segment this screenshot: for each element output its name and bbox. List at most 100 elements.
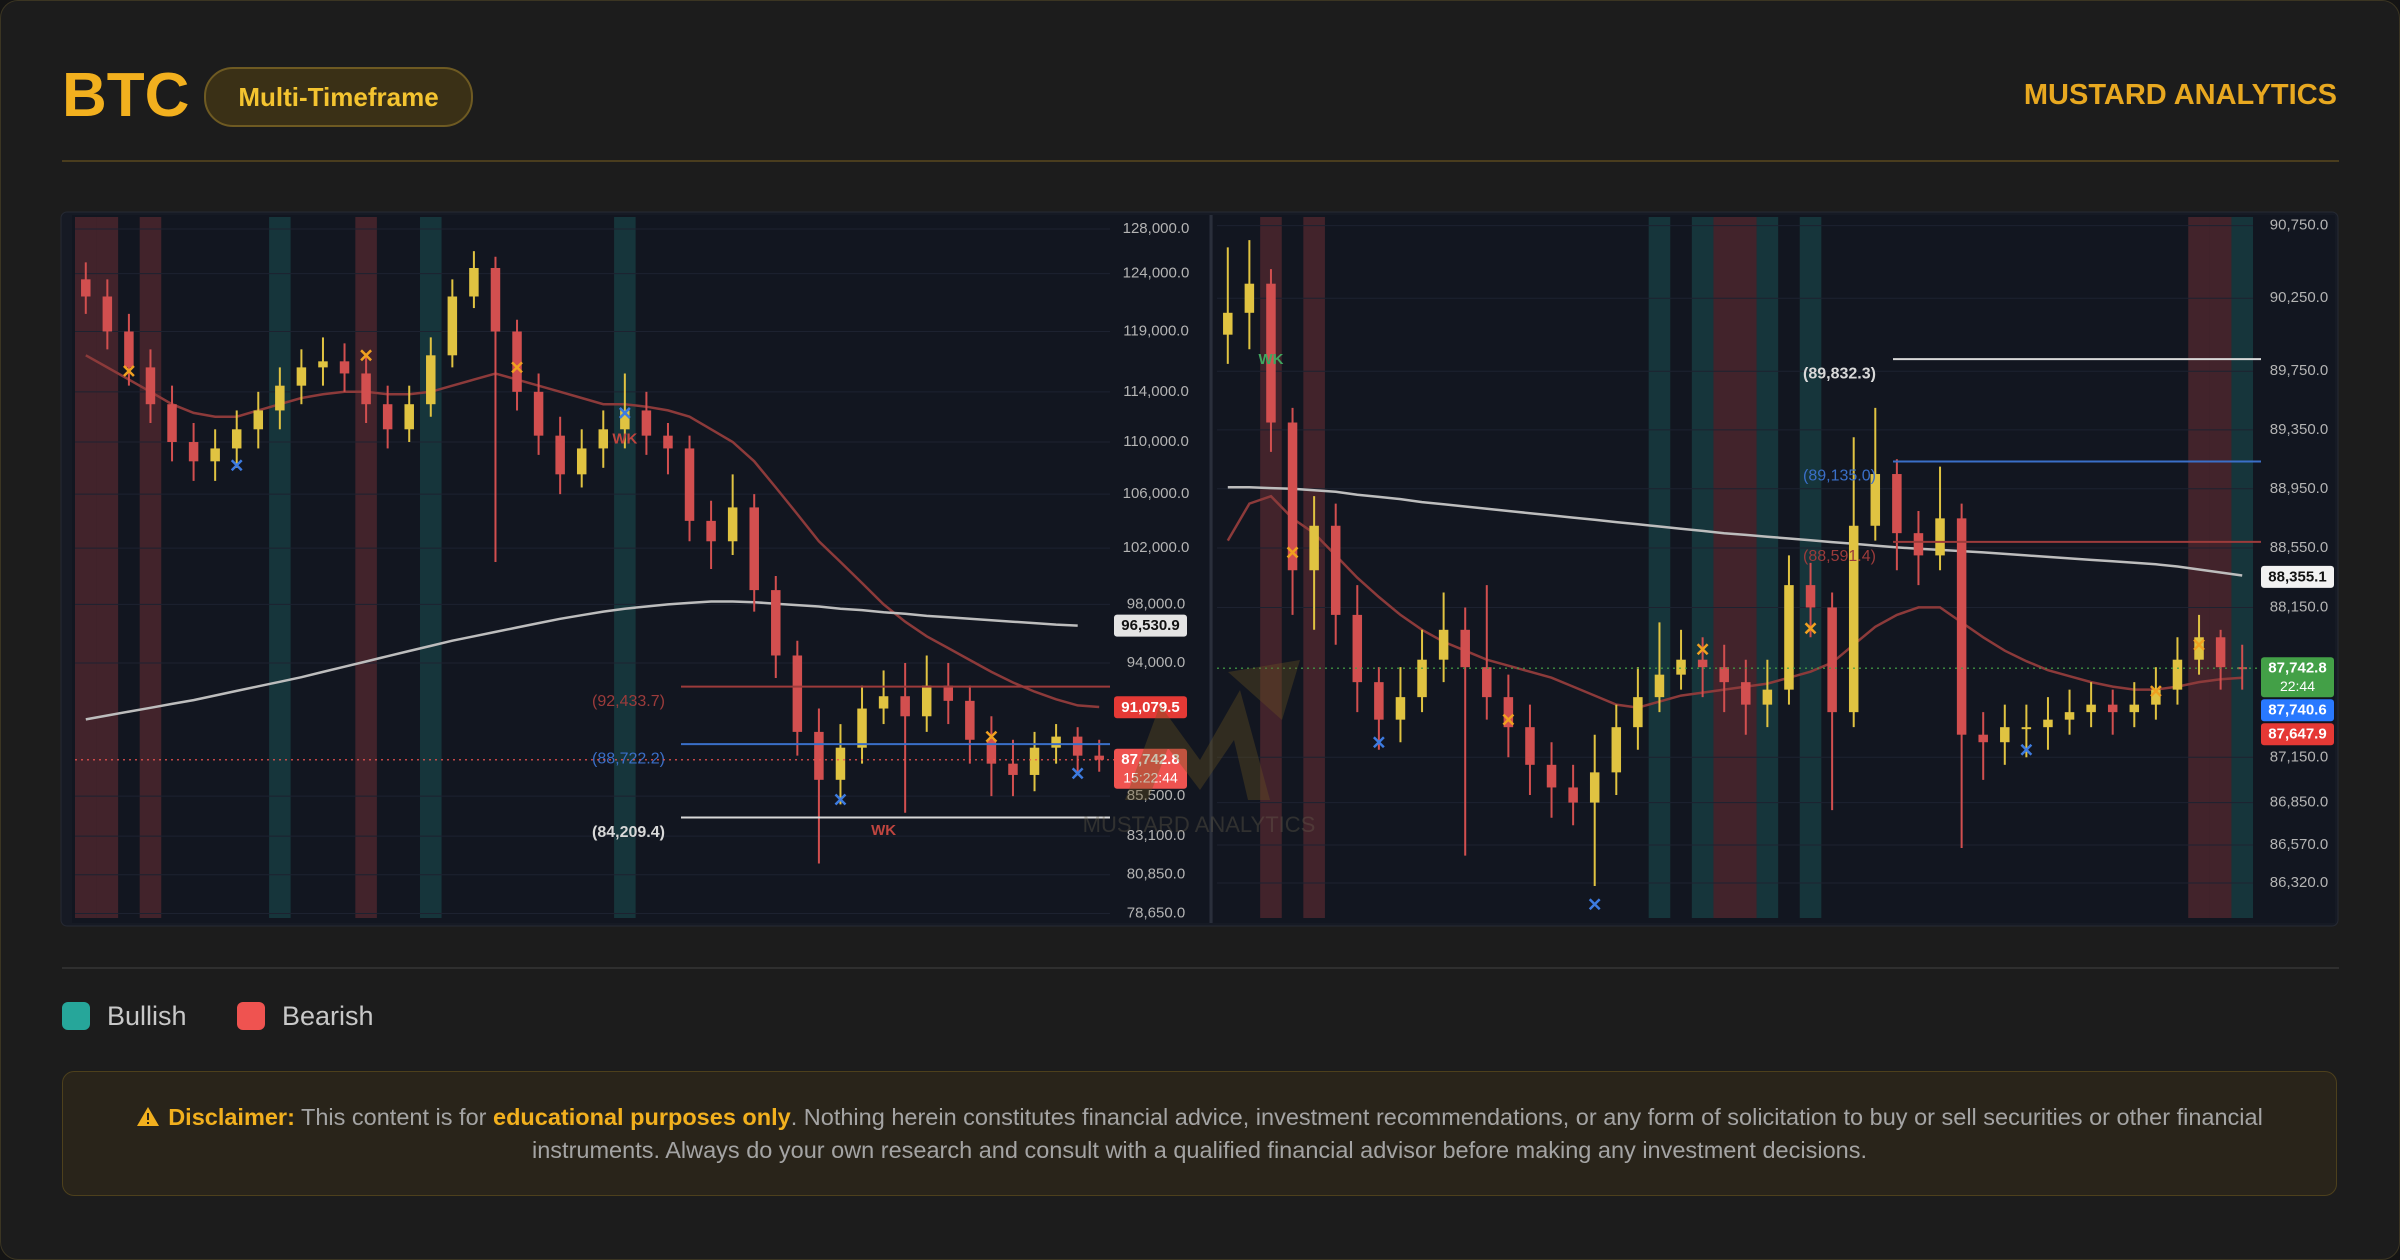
candle-body xyxy=(1352,614,1363,683)
signal-marker xyxy=(360,349,372,362)
candle-body xyxy=(1374,682,1384,720)
disclaimer-body: This content is for xyxy=(294,1103,493,1130)
signal-marker xyxy=(1071,767,1084,780)
candle-body xyxy=(684,448,695,521)
signal-marker xyxy=(1372,736,1385,749)
price-tag xyxy=(1114,696,1187,719)
signal-marker xyxy=(985,730,998,743)
candle-body xyxy=(2172,659,2183,690)
signal-marker xyxy=(2149,685,2162,698)
signal-marker xyxy=(1502,713,1515,726)
candle-body xyxy=(167,404,177,443)
y-tick-label: 78,650.0 xyxy=(1127,904,1185,921)
candle-body xyxy=(1805,585,1816,608)
moving-average xyxy=(1227,486,2243,577)
chart-panel xyxy=(1213,215,2335,923)
regime-band xyxy=(1691,217,1714,918)
asset-title: BTC xyxy=(62,61,190,130)
candle-body xyxy=(1094,755,1104,760)
candle-body xyxy=(2129,704,2140,713)
legend-item: Bearish xyxy=(237,999,374,1033)
price-tag-label: 96,530.9 xyxy=(1121,617,1179,634)
price-tag xyxy=(1114,614,1187,637)
price-tag-label: 88,355.1 xyxy=(2268,568,2326,585)
price-tag-label: 91,079.5 xyxy=(1121,699,1179,716)
regime-band xyxy=(2231,217,2253,918)
candle-body xyxy=(339,361,350,374)
regime-band xyxy=(355,217,377,918)
candle-body xyxy=(1935,518,1945,556)
y-tick-label: 128,000.0 xyxy=(1123,220,1190,237)
candle-body xyxy=(771,590,781,656)
candle-body xyxy=(81,279,91,297)
level-label: (89,832.3) xyxy=(1803,365,1876,382)
candle-body xyxy=(2021,727,2032,730)
y-tick-label: 98,000.0 xyxy=(1127,595,1185,612)
annotation: WK xyxy=(871,822,896,839)
candle-body xyxy=(145,367,156,405)
candle-body xyxy=(533,391,544,436)
level-label: (84,209.4) xyxy=(592,824,665,841)
y-tick-label: 94,000.0 xyxy=(1127,654,1185,671)
candle-body xyxy=(576,448,587,475)
y-tick-label: 90,250.0 xyxy=(2270,289,2328,306)
signal-marker xyxy=(1696,643,1709,656)
candle-body xyxy=(1503,697,1514,728)
annotation: WK xyxy=(1258,351,1283,368)
regime-band xyxy=(269,217,291,918)
watermark-text: MUSTARD ANALYTICS xyxy=(1083,812,1316,837)
price-tag xyxy=(2261,565,2334,588)
candle-body xyxy=(426,355,436,405)
candle-body xyxy=(2086,704,2096,713)
signal-marker xyxy=(618,407,631,419)
y-tick-label: 88,150.0 xyxy=(2270,598,2328,615)
candle-body xyxy=(1029,747,1040,775)
candle-body xyxy=(2237,667,2247,670)
price-tag-label: 87,742.8 xyxy=(1121,751,1179,768)
candle-body xyxy=(2194,637,2204,660)
candle-body xyxy=(469,267,479,297)
candle-body xyxy=(1870,474,1881,526)
warning-icon xyxy=(137,1106,160,1126)
candle-body xyxy=(1008,763,1018,775)
y-tick-label: 119,000.0 xyxy=(1123,322,1189,339)
candle-body xyxy=(1589,772,1600,803)
moving-average xyxy=(1226,494,2243,709)
signal-marker xyxy=(834,793,847,806)
candle-body xyxy=(1697,659,1708,668)
candle-body xyxy=(1072,736,1083,756)
candle-body xyxy=(2107,704,2118,713)
y-tick-label: 88,550.0 xyxy=(2270,539,2328,556)
signal-marker xyxy=(1286,546,1299,559)
candle-body xyxy=(1395,697,1406,720)
signal-marker xyxy=(230,459,243,472)
signal-marker xyxy=(1588,898,1601,911)
candle-body xyxy=(641,410,652,436)
candle-body xyxy=(1244,283,1255,313)
level-label: (88,591.4) xyxy=(1803,548,1876,565)
candle-body xyxy=(1978,734,1988,743)
regime-band xyxy=(420,217,442,918)
regime-band xyxy=(1260,217,1282,918)
regime-band xyxy=(1756,217,1779,918)
candle-body xyxy=(188,442,199,462)
candle-body xyxy=(900,696,910,717)
candle-body xyxy=(275,385,285,411)
chart-panel xyxy=(72,215,1210,923)
y-tick-label: 87,150.0 xyxy=(2270,748,2328,765)
candle-body xyxy=(663,435,673,449)
candle-body xyxy=(102,296,113,332)
y-tick-label: 110,000.0 xyxy=(1123,433,1189,450)
candle-body xyxy=(2064,712,2075,720)
price-tag xyxy=(2261,699,2334,722)
candle-body xyxy=(1309,525,1319,571)
legend-divider xyxy=(62,967,2339,969)
candle-body xyxy=(1827,607,1837,713)
candle-body xyxy=(1611,727,1622,773)
legend-swatch xyxy=(237,1002,265,1030)
candle-body xyxy=(706,520,716,542)
price-tag-label: 87,647.9 xyxy=(2268,726,2326,743)
brand: MUSTARD ANALYTICS xyxy=(2023,79,2337,111)
regime-band xyxy=(1735,217,1757,918)
price-tag-countdown: 15:22:44 xyxy=(1123,769,1178,785)
